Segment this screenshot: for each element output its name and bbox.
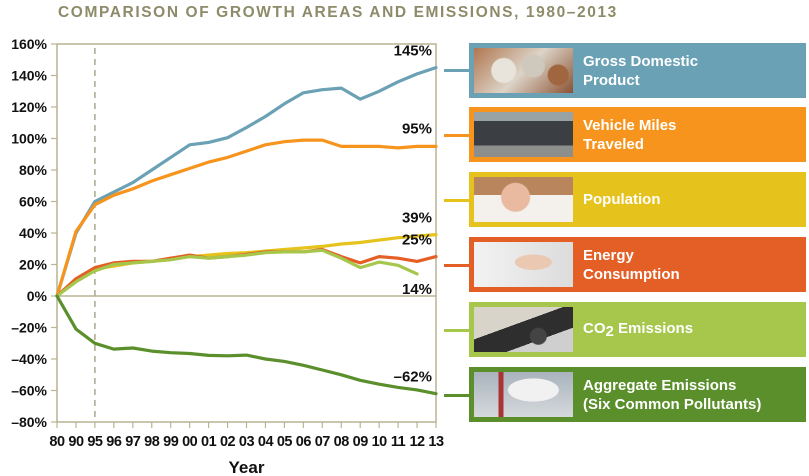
legend-label: Aggregate Emissions <box>583 376 737 394</box>
legend-connector-vmt <box>444 134 469 137</box>
series-line-5 <box>55 294 438 396</box>
legend-item-co2: CO2 Emissions <box>469 302 806 357</box>
chart-title: COMPARISON OF GROWTH AREAS AND EMISSIONS… <box>58 4 618 21</box>
legend-label: Gross Domestic <box>583 52 699 70</box>
x-tick-label: 13 <box>428 434 444 450</box>
x-tick-label: 97 <box>125 434 141 450</box>
plot-frame <box>56 43 437 423</box>
legend-label: Population <box>583 191 661 208</box>
smokestacks-photo <box>474 372 573 417</box>
legend-item-population: Population <box>469 172 806 227</box>
series-line-4 <box>55 248 419 298</box>
legend-connector-co2 <box>444 329 469 332</box>
x-tick-label: 00 <box>182 434 198 450</box>
x-tick-label: 04 <box>258 434 274 450</box>
x-tick-label: 10 <box>372 434 388 450</box>
y-tick-label: 0% <box>27 288 48 304</box>
y-tick-label: 120% <box>11 99 47 115</box>
end-value-label: 39% <box>402 210 432 227</box>
x-tick-label: 98 <box>144 434 160 450</box>
legend-label-line2: (Six Common Pollutants) <box>583 395 762 413</box>
y-tick-label: 80% <box>19 162 48 178</box>
x-tick-label: 03 <box>239 434 255 450</box>
y-tick-label: –40% <box>11 351 47 367</box>
x-tick-label: 99 <box>163 434 179 450</box>
end-value-label: 25% <box>402 232 432 249</box>
baby-photo <box>474 177 573 222</box>
x-tick-label: 05 <box>277 434 293 450</box>
legend-label-line2: Traveled <box>583 135 644 153</box>
y-tick-label: –20% <box>11 320 47 336</box>
coins-photo <box>474 48 573 93</box>
x-tick-label: 95 <box>87 434 103 450</box>
legend-connector-aggregate <box>444 394 469 397</box>
y-tick-label: 100% <box>11 131 47 147</box>
x-tick-label: 11 <box>391 434 406 450</box>
legend-label-line2: Consumption <box>583 265 680 283</box>
legend-connector-gdp <box>444 69 469 72</box>
series-line-1 <box>55 138 438 298</box>
x-tick-label: 08 <box>334 434 350 450</box>
x-tick-label: 06 <box>296 434 312 450</box>
y-tick-label: 160% <box>11 36 47 52</box>
legend-connector-population <box>444 199 469 202</box>
end-value-label: 95% <box>402 120 432 137</box>
legend-label-subscript: 2 <box>605 322 614 340</box>
plug-photo <box>474 242 573 287</box>
end-value-label: 14% <box>402 281 432 298</box>
y-tick-label: 140% <box>11 68 47 84</box>
end-value-label: 145% <box>394 43 432 60</box>
x-tick-label: 80 <box>49 434 65 450</box>
exhaust-photo <box>474 307 573 352</box>
x-tick-label: 09 <box>353 434 369 450</box>
legend-label: CO <box>583 319 606 337</box>
legend-label-line2: Product <box>583 71 640 89</box>
x-tick-label: 90 <box>68 434 84 450</box>
x-tick-label: 02 <box>220 434 236 450</box>
x-tick-label: 12 <box>409 434 425 450</box>
end-value-label: –62% <box>394 369 432 386</box>
y-tick-label: 40% <box>19 225 48 241</box>
y-tick-label: 20% <box>19 257 48 273</box>
y-tick-label: –80% <box>11 414 47 430</box>
legend-item-vmt: Vehicle Miles Traveled <box>469 107 806 162</box>
legend-item-aggregate: Aggregate Emissions (Six Common Pollutant… <box>469 367 806 422</box>
x-tick-label: 01 <box>201 434 217 450</box>
x-axis-label: Year <box>229 458 265 476</box>
legend-label-rest: Emissions <box>613 319 694 337</box>
legend-label: Energy <box>583 246 634 264</box>
traffic-photo <box>474 112 573 157</box>
x-tick-label: 96 <box>106 434 122 450</box>
legend-connector-energy <box>444 264 469 267</box>
y-tick-label: 60% <box>19 194 48 210</box>
legend-item-gdp: Gross Domestic Product <box>469 43 806 98</box>
x-tick-label: 07 <box>315 434 331 450</box>
y-tick-label: –60% <box>11 383 47 399</box>
legend-item-energy: Energy Consumption <box>469 237 806 292</box>
legend-label: Vehicle Miles <box>583 116 677 134</box>
